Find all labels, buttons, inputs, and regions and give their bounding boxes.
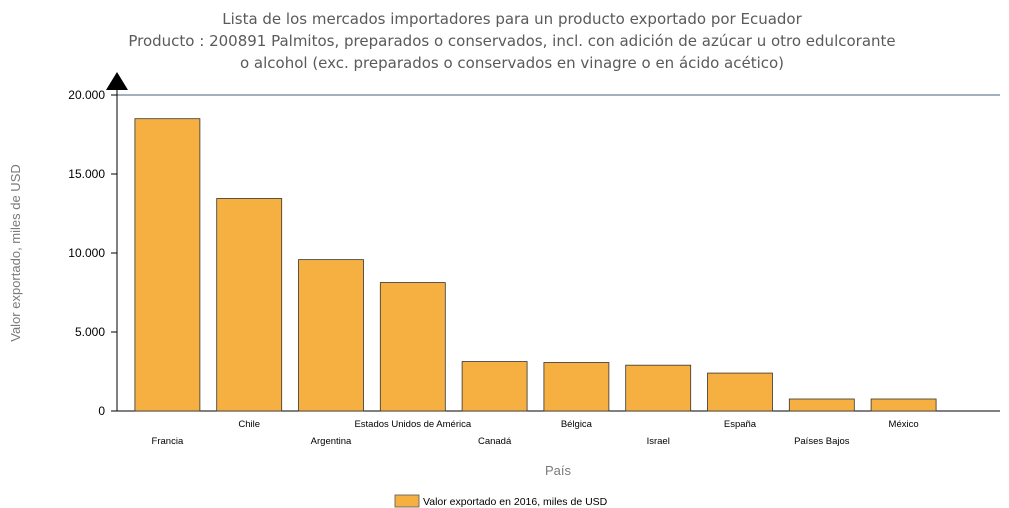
- x-tick-label: Israel: [647, 436, 670, 447]
- bar: [625, 364, 692, 412]
- x-tick-label: Estados Unidos de América: [354, 419, 471, 430]
- x-tick-label: Bélgica: [561, 419, 593, 430]
- bar: [543, 362, 610, 412]
- legend-swatch: [394, 494, 420, 508]
- bar: [870, 398, 937, 412]
- y-tick-label: 10.000: [68, 246, 105, 260]
- y-tick-label: 0: [98, 404, 105, 418]
- bar: [134, 118, 201, 412]
- y-axis-ticks: 0 5.000 10.000 15.000 20.000: [68, 88, 117, 418]
- x-tick-label: Argentina: [311, 436, 352, 447]
- x-tick-label: Canadá: [478, 436, 512, 447]
- chart-title: Lista de los mercados importadores para …: [128, 10, 895, 72]
- chart-title-line-3: o alcohol (exc. preparados o conservados…: [240, 54, 784, 72]
- y-tick-label: 20.000: [68, 88, 105, 102]
- bar: [298, 259, 364, 412]
- bar: [379, 282, 446, 412]
- bar: [788, 398, 855, 412]
- y-tick-label: 5.000: [75, 325, 105, 339]
- x-tick-label: Francia: [152, 436, 184, 447]
- chart-title-line-1: Lista de los mercados importadores para …: [222, 10, 802, 28]
- bar: [707, 372, 773, 412]
- y-tick-label: 15.000: [68, 167, 105, 181]
- x-axis-title: País: [545, 463, 572, 478]
- legend-label: Valor exportado en 2016, miles de USD: [423, 496, 608, 508]
- chart-title-line-2: Producto : 200891 Palmitos, preparados o…: [128, 32, 895, 50]
- bar: [216, 198, 283, 412]
- y-axis-arrow-icon: [106, 72, 128, 90]
- x-tick-label: Países Bajos: [794, 436, 850, 447]
- x-tick-label: México: [889, 419, 919, 430]
- legend: Valor exportado en 2016, miles de USD: [394, 494, 608, 508]
- bars: [134, 118, 937, 412]
- x-tick-label: España: [724, 419, 757, 430]
- y-axis-title: Valor exportado, miles de USD: [8, 164, 23, 342]
- x-tick-label: Chile: [238, 419, 260, 430]
- bar: [461, 361, 528, 412]
